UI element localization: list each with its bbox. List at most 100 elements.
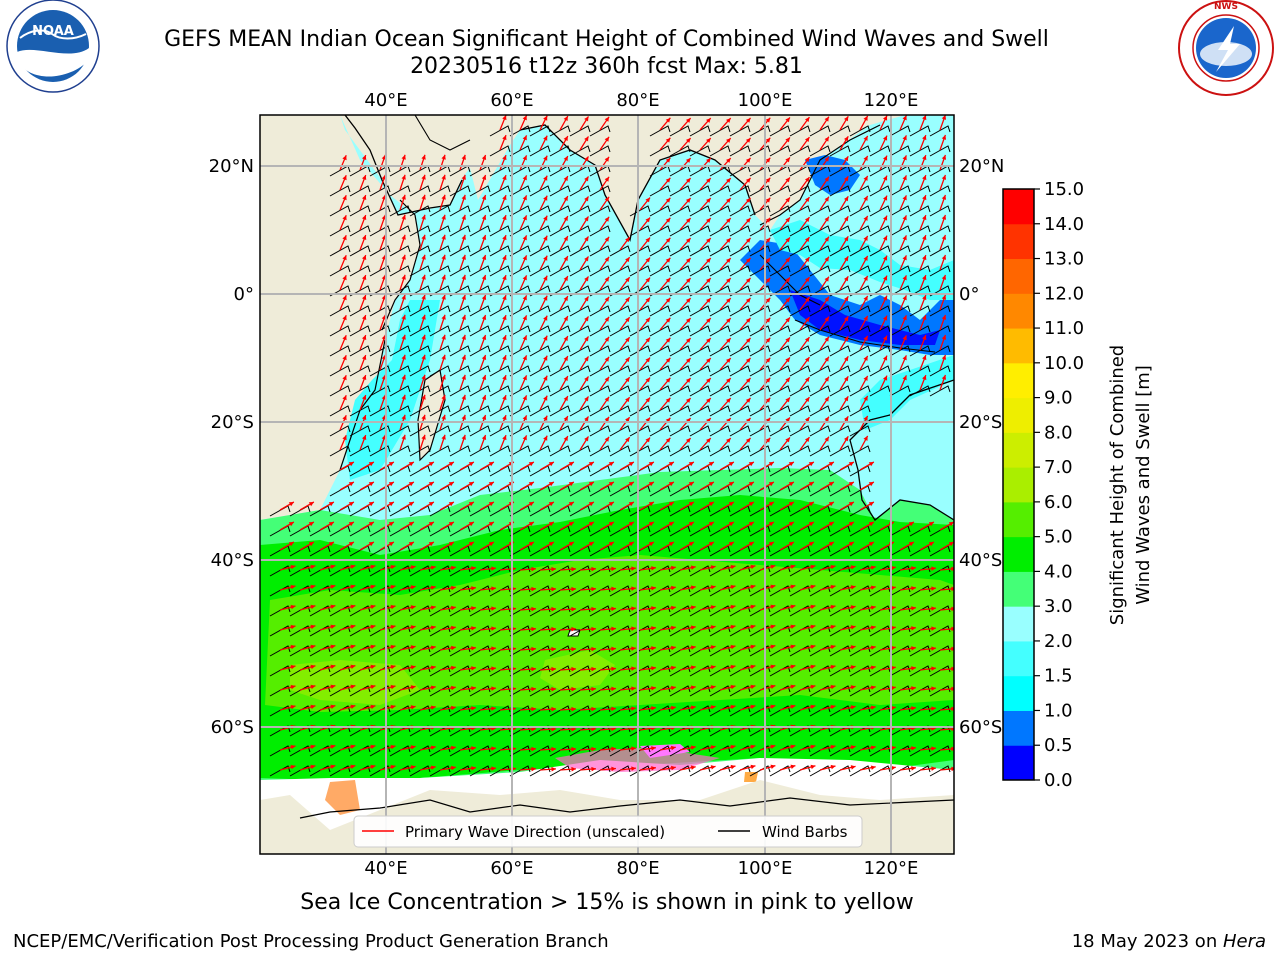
wave-direction-arrowhead	[726, 158, 731, 163]
wind-barb	[869, 665, 891, 677]
wind-barb	[929, 365, 951, 377]
wind-barb	[589, 585, 611, 597]
wave-direction-arrowhead	[450, 765, 456, 771]
wave-direction-arrowhead	[770, 664, 776, 670]
wave-direction-arrowhead	[468, 542, 474, 547]
wind-barb	[929, 285, 951, 297]
wind-barb	[369, 685, 391, 697]
wind-barb	[389, 685, 411, 697]
colorbar-tick-label: 0.0	[1044, 770, 1073, 791]
wind-barb	[669, 185, 691, 197]
wave-direction-arrowhead	[448, 502, 454, 507]
colorbar-tick-label: 4.0	[1044, 561, 1073, 582]
wave-direction-arrowhead	[491, 666, 496, 671]
wave-direction-arrowhead	[330, 604, 336, 610]
wave-direction-arrowhead	[941, 294, 947, 300]
wind-barb	[809, 185, 831, 197]
wind-barb	[889, 565, 911, 577]
wind-barb	[369, 765, 391, 777]
wave-direction-arrowhead	[551, 586, 556, 592]
wind-barb	[349, 385, 371, 397]
wave-direction-arrowhead	[342, 235, 347, 241]
wind-barb	[609, 365, 631, 377]
wind-barb	[369, 305, 391, 317]
wave-direction-arrowhead	[608, 542, 614, 547]
wind-barb	[709, 625, 731, 637]
wave-direction-arrowhead	[568, 522, 574, 527]
colorbar-band	[1003, 640, 1034, 677]
wind-barb	[529, 145, 551, 157]
wave-direction-arrowhead	[471, 686, 476, 691]
wave-direction-arrowhead	[768, 502, 774, 507]
wind-barb	[529, 625, 551, 637]
wind-barb	[309, 705, 331, 717]
wave-direction-arrowhead	[645, 357, 651, 363]
wave-direction-arrowhead	[543, 395, 548, 401]
wave-direction-arrowhead	[750, 764, 756, 770]
wind-barb	[869, 605, 891, 617]
wind-barb	[429, 665, 451, 677]
wind-barb	[729, 225, 751, 237]
wind-barb	[429, 445, 451, 457]
wave-direction-arrowhead	[824, 196, 829, 202]
wave-direction-arrowhead	[481, 294, 487, 300]
colorbar-band	[1003, 432, 1034, 468]
wave-direction-arrowhead	[870, 585, 876, 590]
wave-direction-arrowhead	[348, 482, 354, 487]
wind-barb	[369, 185, 391, 197]
wind-barb	[709, 365, 731, 377]
wave-direction-arrowhead	[748, 482, 754, 487]
wave-direction-arrowhead	[824, 336, 829, 342]
wind-barb	[409, 385, 431, 397]
wave-direction-arrowhead	[362, 255, 367, 261]
wave-direction-arrowhead	[441, 254, 446, 260]
wind-barb	[749, 125, 771, 137]
wave-direction-arrowhead	[765, 237, 771, 243]
wave-direction-arrowhead	[941, 174, 947, 180]
wind-barb	[729, 145, 751, 157]
wind-barb	[669, 445, 691, 457]
wave-direction-arrowhead	[604, 416, 610, 422]
wind-barb	[649, 305, 671, 317]
wind-barb	[869, 705, 891, 717]
wave-direction-arrowhead	[765, 397, 771, 403]
wind-barb	[889, 185, 911, 197]
wave-direction-arrowhead	[502, 395, 507, 401]
wind-barb	[869, 145, 891, 157]
wind-barb	[929, 345, 951, 357]
wind-barb	[729, 285, 751, 297]
wind-barb	[409, 585, 431, 597]
wave-direction-arrowhead	[688, 462, 694, 467]
wave-direction-arrowhead	[381, 274, 386, 280]
wind-barb	[609, 285, 631, 297]
wave-direction-arrowhead	[844, 316, 849, 322]
wave-direction-arrowhead	[290, 704, 296, 710]
wave-direction-arrowhead	[381, 154, 386, 160]
wave-direction-arrowhead	[870, 645, 876, 650]
wave-direction-arrowhead	[770, 604, 776, 610]
wind-barb	[469, 745, 491, 757]
wave-direction-arrowhead	[310, 684, 316, 690]
wave-direction-arrowhead	[768, 542, 774, 547]
wind-barb	[349, 325, 371, 337]
wave-direction-arrowhead	[481, 394, 487, 400]
wave-direction-arrowhead	[706, 238, 711, 243]
wave-direction-arrowhead	[911, 746, 916, 751]
wave-direction-arrowhead	[645, 437, 651, 443]
wind-barb	[909, 585, 931, 597]
wind-barb	[749, 585, 771, 597]
wind-barb	[789, 245, 811, 257]
wave-direction-arrowhead	[441, 174, 446, 180]
wind-barb	[529, 365, 551, 377]
wind-barb	[849, 565, 871, 577]
wave-direction-arrowhead	[571, 666, 576, 672]
wave-direction-arrowhead	[350, 684, 356, 690]
wind-barb	[629, 605, 651, 617]
colorbar-band	[1003, 571, 1034, 607]
wave-direction-arrowhead	[362, 435, 367, 441]
wind-barb	[389, 285, 411, 297]
wind-barb	[489, 685, 511, 697]
wave-direction-arrowhead	[381, 414, 386, 420]
wave-direction-arrowhead	[902, 315, 907, 321]
wave-direction-arrowhead	[808, 482, 814, 487]
